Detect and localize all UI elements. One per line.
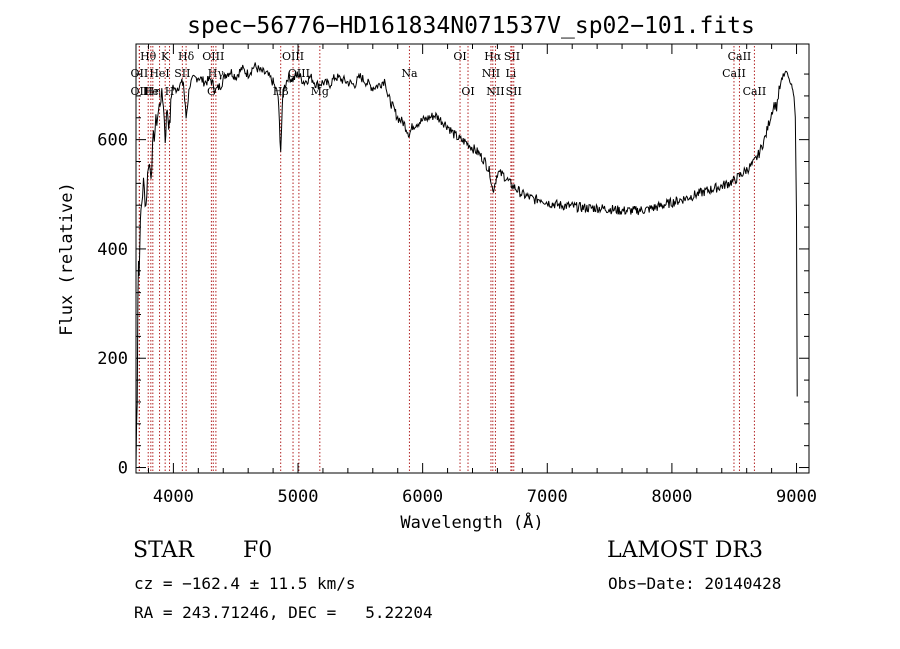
line-marker-label: K bbox=[161, 50, 170, 63]
chart-title: spec−56776−HD161834N071537V_sp02−101.fit… bbox=[187, 13, 755, 39]
line-marker-label: HeI bbox=[149, 67, 169, 80]
line-marker-label: CaII bbox=[728, 50, 752, 63]
line-marker-label: H bbox=[165, 85, 175, 98]
x-tick-label: 8000 bbox=[651, 487, 692, 507]
line-marker-label: OIII bbox=[282, 50, 304, 63]
line-marker-label: NII bbox=[486, 85, 504, 98]
line-marker-label: Hδ bbox=[178, 50, 195, 63]
line-marker-label: SII bbox=[504, 50, 520, 63]
line-marker-label: Li bbox=[505, 67, 516, 80]
line-marker-label: OI bbox=[453, 50, 466, 63]
spectrum-line bbox=[135, 62, 798, 468]
line-marker-label: Hα bbox=[484, 50, 502, 63]
line-marker-label: CaII bbox=[722, 67, 746, 80]
line-marker-label: OII bbox=[131, 67, 149, 80]
classification-line: STAR F0 bbox=[133, 538, 272, 563]
line-marker-label: SII bbox=[506, 85, 522, 98]
y-tick-label: 600 bbox=[97, 131, 128, 151]
line-marker-label: CaII bbox=[743, 85, 767, 98]
x-tick-label: 7000 bbox=[527, 487, 568, 507]
x-tick-label: 6000 bbox=[402, 487, 443, 507]
line-marker-label: OI bbox=[461, 85, 474, 98]
y-tick-label: 200 bbox=[97, 349, 128, 369]
line-marker-label: Hη bbox=[145, 85, 161, 98]
line-marker-label: SII bbox=[174, 67, 190, 80]
redshift-velocity: cz = −162.4 ± 11.5 km/s bbox=[134, 574, 356, 593]
x-tick-label: 9000 bbox=[776, 487, 817, 507]
line-marker-label: OIII bbox=[288, 67, 310, 80]
spectral-subclass: F0 bbox=[243, 538, 273, 563]
survey-label: LAMOST DR3 bbox=[607, 538, 763, 563]
x-tick-label: 5000 bbox=[278, 487, 319, 507]
line-marker-label: Hθ bbox=[140, 50, 157, 63]
line-marker-label: G bbox=[207, 85, 216, 98]
line-marker-label: NII bbox=[482, 67, 500, 80]
line-marker-label: He bbox=[143, 85, 159, 98]
ra-dec-coordinates: RA = 243.71246, DEC = 5.22204 bbox=[134, 603, 433, 622]
plot-frame bbox=[135, 43, 810, 474]
x-axis-label: Wavelength (Å) bbox=[400, 511, 543, 533]
line-marker-label: Na bbox=[401, 67, 418, 80]
line-marker-label: Mg bbox=[311, 85, 329, 98]
x-tick-label: 4000 bbox=[153, 487, 194, 507]
y-tick-label: 0 bbox=[118, 459, 128, 479]
line-marker-label: Hγ bbox=[208, 67, 225, 80]
line-marker-label: OII bbox=[131, 85, 149, 98]
y-tick-label: 400 bbox=[97, 240, 128, 260]
line-marker-label: OIII bbox=[202, 50, 224, 63]
observation-date: Obs−Date: 20140428 bbox=[608, 574, 782, 593]
y-axis-label: Flux (relative) bbox=[57, 182, 77, 336]
object-type: STAR bbox=[133, 538, 194, 563]
spectrum-chart: spec−56776−HD161834N071537V_sp02−101.fit… bbox=[57, 13, 817, 533]
